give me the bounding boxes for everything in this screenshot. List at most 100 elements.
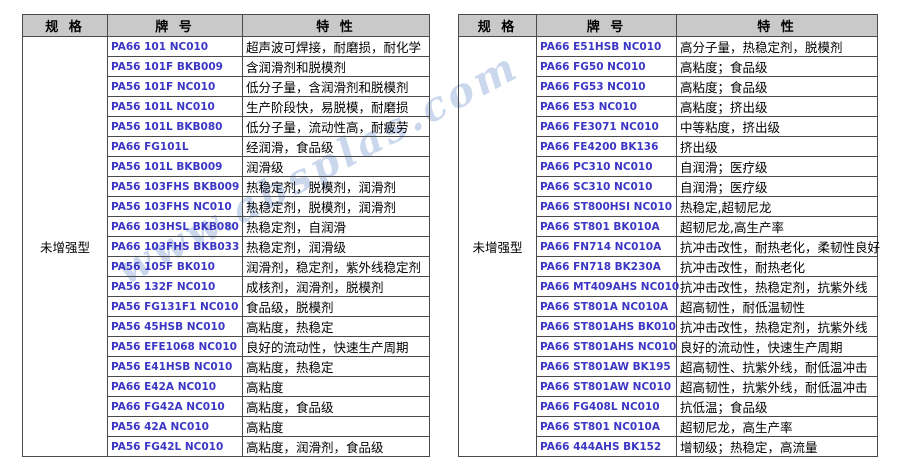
characteristic-cell: 超高韧性，抗紫外线，耐低温冲击 [676, 376, 878, 397]
header-char: 特 性 [676, 14, 878, 37]
right-table-header: 规 格 牌 号 特 性 [458, 14, 878, 37]
table-row: PA66 444AHS BK152 增韧级；热稳定，高流量 [459, 436, 878, 457]
table-row: PA66 103FHS BKB033 热稳定剂，润滑级 [23, 236, 430, 257]
grade-code-cell: PA66 ST801 NC010A [536, 416, 677, 437]
grade-code-cell: PA56 103FHS BKB009 [107, 176, 243, 197]
grade-code-cell: PA66 103FHS BKB033 [107, 236, 243, 257]
table-row: PA66 FE4200 BK136 挤出级 [459, 136, 878, 157]
grade-code-cell: PA66 FE3071 NC010 [536, 116, 677, 137]
table-row: PA66 FG101L 经润滑，食品级 [23, 136, 430, 157]
characteristic-cell: 超韧尼龙，高生产率 [676, 416, 878, 437]
spec-label-cell: 未增强型 [22, 36, 108, 457]
grade-code-cell: PA66 FG101L [107, 136, 243, 157]
header-grade: 牌 号 [107, 14, 243, 37]
characteristic-cell: 超高韧性，耐低温韧性 [676, 296, 878, 317]
characteristic-cell: 高粘度；挤出级 [676, 96, 878, 117]
characteristic-cell: 抗冲击改性，耐热老化 [676, 256, 878, 277]
table-row: PA66 ST801AW BK195 超高韧性、抗紫外线，耐低温冲击 [459, 356, 878, 377]
characteristic-cell: 挤出级 [676, 136, 878, 157]
table-row: PA66 FG42A NC010 高粘度，食品级 [23, 396, 430, 417]
grade-code-cell: PA66 E42A NC010 [107, 376, 243, 397]
characteristic-cell: 热稳定剂，脱模剂，润滑剂 [242, 196, 430, 217]
grade-code-cell: PA56 FG131F1 NC010 [107, 296, 243, 317]
characteristic-cell: 热稳定,超韧尼龙 [676, 196, 878, 217]
characteristic-cell: 经润滑，食品级 [242, 136, 430, 157]
characteristic-cell: 抗冲击改性，耐热老化，柔韧性良好 [676, 236, 880, 257]
characteristic-cell: 食品级，脱模剂 [242, 296, 430, 317]
characteristic-cell: 生产阶段快，易脱模，耐磨损 [242, 96, 430, 117]
grade-code-cell: PA56 132F NC010 [107, 276, 243, 297]
grade-code-cell: PA66 FG42A NC010 [107, 396, 243, 417]
table-row: PA56 101L NC010 生产阶段快，易脱模，耐磨损 [23, 96, 430, 117]
grade-code-cell: PA66 PC310 NC010 [536, 156, 677, 177]
header-row: 规 格 牌 号 特 性 [458, 14, 878, 37]
grade-code-cell: PA56 45HSB NC010 [107, 316, 243, 337]
characteristic-cell: 自润滑；医疗级 [676, 176, 878, 197]
characteristic-cell: 增韧级；热稳定，高流量 [676, 436, 878, 457]
grade-code-cell: PA66 ST801AHS BK010 [536, 316, 677, 337]
characteristic-cell: 高粘度 [242, 416, 430, 437]
table-row: PA66 FG53 NC010 高粘度；食品级 [459, 76, 878, 97]
grade-code-cell: PA56 101L BKB009 [107, 156, 243, 177]
table-row: PA66 SC310 NC010 自润滑；医疗级 [459, 176, 878, 197]
grade-code-cell: PA66 ST800HSI NC010 [536, 196, 677, 217]
table-row: PA66 ST801 NC010A 超韧尼龙，高生产率 [459, 416, 878, 437]
grade-code-cell: PA66 ST801 BK010A [536, 216, 677, 237]
header-spec: 规 格 [22, 14, 108, 37]
table-row: PA56 FG42L NC010 高粘度，润滑剂，食品级 [23, 436, 430, 457]
right-table-body: 未增强型 PA66 E51HSB NC010 高分子量，热稳定剂，脱模剂 PA66 F… [458, 36, 880, 457]
left-table-body: 未增强型 PA66 101 NC010 超声波可焊接，耐磨损，耐化学 PA56 101… [22, 36, 430, 457]
table-row: PA66 E53 NC010 高粘度；挤出级 [459, 96, 878, 117]
table-row: PA66 E42A NC010 高粘度 [23, 376, 430, 397]
characteristic-cell: 抗低温；食品级 [676, 396, 878, 417]
grade-code-cell: PA66 FG50 NC010 [536, 56, 677, 77]
right-grade-table-wrapper: 规 格 牌 号 特 性 未增强型 PA66 E51HSB NC010 高分子量，热稳… [458, 14, 880, 457]
characteristic-cell: 超声波可焊接，耐磨损，耐化学 [242, 36, 430, 57]
grade-code-cell: PA66 ST801A NC010A [536, 296, 677, 317]
grade-code-cell: PA56 101L NC010 [107, 96, 243, 117]
characteristic-cell: 抗冲击改性，热稳定剂，抗紫外线 [676, 316, 878, 337]
grade-code-cell: PA56 105F BK010 [107, 256, 243, 277]
grade-code-cell: PA66 ST801AW BK195 [536, 356, 677, 377]
grade-code-cell: PA66 103HSL BKB080 [107, 216, 243, 237]
characteristic-cell: 热稳定剂，脱模剂，润滑剂 [242, 176, 430, 197]
header-spec: 规 格 [458, 14, 537, 37]
grade-code-cell: PA66 FN718 BK230A [536, 256, 677, 277]
table-row: PA66 ST801AW NC010 超高韧性，抗紫外线，耐低温冲击 [459, 376, 878, 397]
grade-code-cell: PA56 101F BKB009 [107, 56, 243, 77]
characteristic-cell: 热稳定剂，自润滑 [242, 216, 430, 237]
grade-code-cell: PA66 FG53 NC010 [536, 76, 677, 97]
characteristic-cell: 成核剂，润滑剂，脱模剂 [242, 276, 430, 297]
grade-code-cell: PA66 FE4200 BK136 [536, 136, 677, 157]
grade-code-cell: PA56 42A NC010 [107, 416, 243, 437]
grade-code-cell: PA66 FN714 NC010A [536, 236, 677, 257]
grade-code-cell: PA66 E53 NC010 [536, 96, 677, 117]
characteristic-cell: 高粘度；食品级 [676, 56, 878, 77]
left-table-header: 规 格 牌 号 特 性 [22, 14, 430, 37]
characteristic-cell: 高粘度 [242, 376, 430, 397]
characteristic-cell: 低分子量，流动性高，耐疲劳 [242, 116, 430, 137]
grade-code-cell: PA66 MT409AHS NC010 [536, 276, 679, 297]
table-row: PA56 42A NC010 高粘度 [23, 416, 430, 437]
table-row: 未增强型 PA66 101 NC010 超声波可焊接，耐磨损，耐化学 [22, 36, 430, 457]
characteristic-cell: 高粘度，热稳定 [242, 356, 430, 377]
characteristic-cell: 良好的流动性，快速生产周期 [242, 336, 430, 357]
grade-code-cell: PA66 444AHS BK152 [536, 436, 677, 457]
grade-code-cell: PA66 101 NC010 [107, 36, 243, 57]
grade-code-cell: PA66 ST801AHS NC010 [536, 336, 677, 357]
table-row: 未增强型 PA66 E51HSB NC010 高分子量，热稳定剂，脱模剂 [458, 36, 878, 457]
spec-label-cell: 未增强型 [458, 36, 537, 457]
grade-code-cell: PA66 E51HSB NC010 [536, 36, 677, 57]
grade-code-cell: PA56 103FHS NC010 [107, 196, 243, 217]
table-row: PA66 ST801AHS BK010 抗冲击改性，热稳定剂，抗紫外线 [459, 316, 878, 337]
table-row: PA56 103FHS NC010 热稳定剂，脱模剂，润滑剂 [23, 196, 430, 217]
characteristic-cell: 高粘度，食品级 [242, 396, 430, 417]
header-grade: 牌 号 [536, 14, 677, 37]
characteristic-cell: 中等粘度，挤出级 [676, 116, 878, 137]
grade-code-cell: PA56 EFE1068 NC010 [107, 336, 243, 357]
table-row: PA56 105F BK010 润滑剂，稳定剂，紫外线稳定剂 [23, 256, 430, 277]
characteristic-cell: 含润滑剂和脱模剂 [242, 56, 430, 77]
characteristic-cell: 自润滑；医疗级 [676, 156, 878, 177]
table-row: PA56 103FHS BKB009 热稳定剂，脱模剂，润滑剂 [23, 176, 430, 197]
